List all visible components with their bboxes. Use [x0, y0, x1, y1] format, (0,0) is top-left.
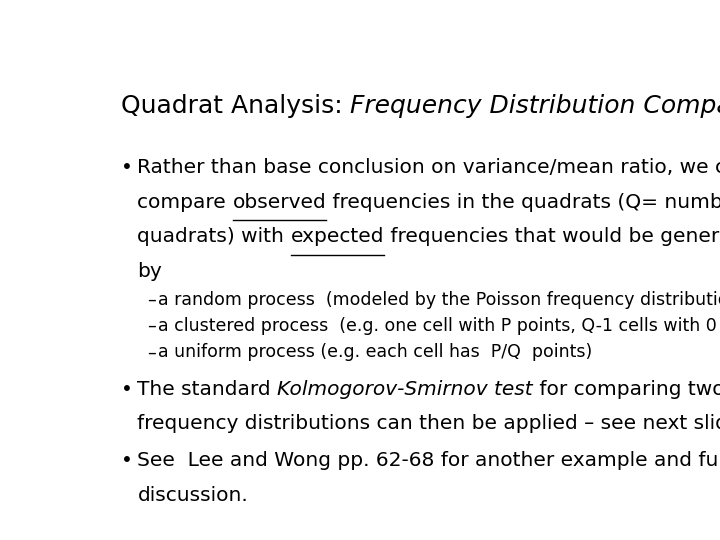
Text: frequencies in the quadrats (Q= number of: frequencies in the quadrats (Q= number o…: [326, 193, 720, 212]
Text: frequencies that would be generated: frequencies that would be generated: [384, 227, 720, 246]
Text: See  Lee and Wong pp. 62-68 for another example and further: See Lee and Wong pp. 62-68 for another e…: [138, 451, 720, 470]
Text: a random process  (modeled by the Poisson frequency distribution): a random process (modeled by the Poisson…: [158, 291, 720, 309]
Text: by: by: [138, 262, 162, 281]
Text: The standard: The standard: [138, 380, 277, 399]
Text: •: •: [121, 158, 132, 177]
Text: observed: observed: [233, 193, 326, 212]
Text: •: •: [121, 451, 132, 470]
Text: Rather than base conclusion on variance/mean ratio, we can: Rather than base conclusion on variance/…: [138, 158, 720, 177]
Text: –: –: [148, 317, 156, 335]
Text: compare: compare: [138, 193, 233, 212]
Text: expected: expected: [291, 227, 384, 246]
Text: a clustered process  (e.g. one cell with P points, Q-1 cells with 0 points): a clustered process (e.g. one cell with …: [158, 317, 720, 335]
Text: –: –: [148, 291, 156, 309]
Text: Quadrat Analysis:: Quadrat Analysis:: [121, 94, 351, 118]
Text: –: –: [148, 343, 156, 361]
Text: frequency distributions can then be applied – see next slide: frequency distributions can then be appl…: [138, 415, 720, 434]
Text: quadrats) with: quadrats) with: [138, 227, 291, 246]
Text: discussion.: discussion.: [138, 485, 248, 504]
Text: •: •: [121, 380, 132, 399]
Text: Frequency Distribution Comparison: Frequency Distribution Comparison: [351, 94, 720, 118]
Text: a uniform process (e.g. each cell has  P/Q  points): a uniform process (e.g. each cell has P/…: [158, 343, 593, 361]
Text: for comparing two: for comparing two: [533, 380, 720, 399]
Text: Kolmogorov-Smirnov test: Kolmogorov-Smirnov test: [277, 380, 533, 399]
